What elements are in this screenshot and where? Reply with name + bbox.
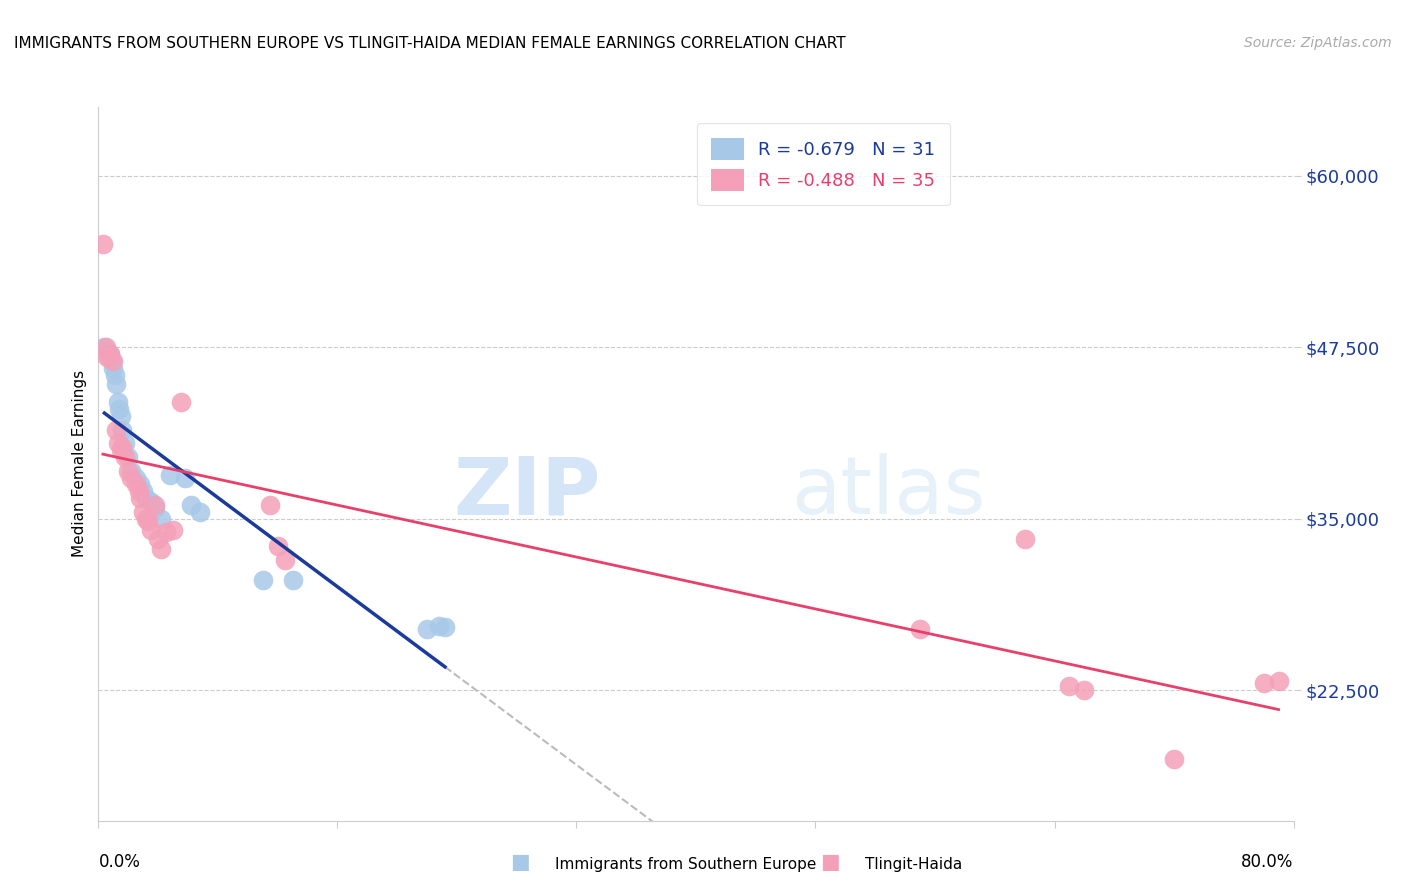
Point [114,450,136,464]
Point [107,395,129,409]
Point [908,622,931,636]
Point [150,541,173,556]
Point [107,436,129,450]
Point [98,347,122,361]
Point [98,347,122,361]
Point [274,553,297,567]
Point [91,237,114,252]
Point [96,344,118,359]
Text: 0.0%: 0.0% [98,853,141,871]
Point [103,360,125,375]
Point [1163,752,1185,766]
Point [434,620,457,634]
Point [103,354,125,368]
Text: Immigrants from Southern Europe: Immigrants from Southern Europe [555,857,817,872]
Point [252,574,274,588]
Point [155,525,177,540]
Point [110,409,132,423]
Point [111,423,134,437]
Point [96,350,118,364]
Point [150,512,173,526]
Point [135,512,157,526]
Point [101,354,124,368]
Text: ZIP: ZIP [453,453,600,532]
Y-axis label: Median Female Earnings: Median Female Earnings [72,370,87,558]
Point [259,498,281,512]
Point [174,470,197,484]
Point [132,484,155,499]
Point [111,441,134,455]
Text: 80.0%: 80.0% [1241,853,1294,871]
Point [162,523,184,537]
Point [416,622,439,636]
Text: Source: ZipAtlas.com: Source: ZipAtlas.com [1244,36,1392,50]
Point [169,395,191,409]
Point [1267,673,1289,688]
Point [1073,683,1095,698]
Point [135,491,157,505]
Point [120,464,142,478]
Point [1253,676,1275,690]
Point [188,505,211,519]
Point [159,467,181,482]
Text: IMMIGRANTS FROM SOUTHERN EUROPE VS TLINGIT-HAIDA MEDIAN FEMALE EARNINGS CORRELAT: IMMIGRANTS FROM SOUTHERN EUROPE VS TLING… [14,36,845,51]
Text: ■: ■ [510,853,530,872]
Point [139,495,162,509]
Point [104,368,127,382]
Text: atlas: atlas [792,453,986,532]
Text: Tlingit-Haida: Tlingit-Haida [865,857,962,872]
Point [1014,533,1036,547]
Point [105,377,128,392]
Point [93,340,115,354]
Point [136,515,159,529]
Point [105,423,128,437]
Point [1059,679,1081,693]
Point [427,619,450,633]
Point [125,477,148,491]
Point [97,350,120,364]
Point [180,498,202,512]
Point [143,498,166,512]
Point [120,470,142,484]
Point [117,450,139,464]
Point [110,443,132,458]
Point [267,539,290,553]
Point [281,574,304,588]
Point [148,533,170,547]
Legend: R = -0.679   N = 31, R = -0.488   N = 35: R = -0.679 N = 31, R = -0.488 N = 35 [697,123,950,205]
Point [129,477,152,491]
Point [114,436,136,450]
Point [139,523,162,537]
Point [94,340,117,354]
Point [129,491,152,505]
Point [143,500,166,515]
Point [108,401,131,416]
Point [125,470,148,484]
Point [117,464,139,478]
Point [128,484,150,499]
Text: ■: ■ [820,853,839,872]
Point [132,505,155,519]
